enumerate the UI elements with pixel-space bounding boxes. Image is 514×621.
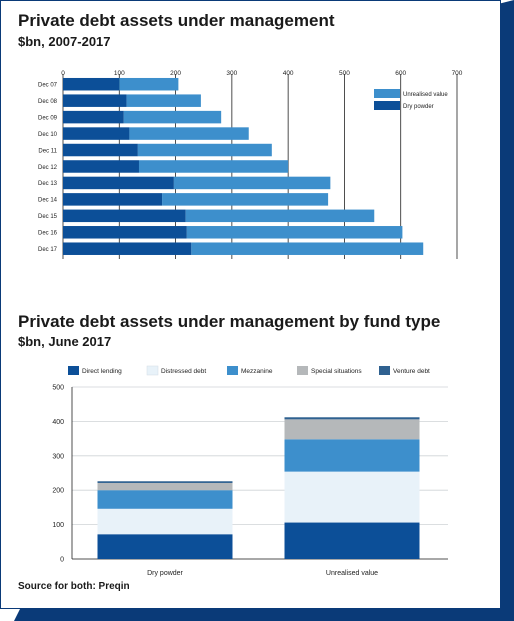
legend-swatch-unrealised-value — [374, 89, 400, 98]
category-label-dec-11: Dec 11 — [38, 148, 57, 154]
bar-venture-debt-unrealised-value — [284, 417, 420, 420]
category-label-dec-13: Dec 13 — [38, 181, 58, 187]
bar-special-situations-dry-powder — [97, 482, 233, 491]
bar-direct-lending-dry-powder — [97, 534, 233, 559]
legend-label-special-situations: Special situations — [311, 368, 362, 375]
category-label-dec-16: Dec 16 — [38, 231, 58, 237]
legend-swatch-venture-debt — [379, 366, 390, 375]
bar-venture-debt-dry-powder — [97, 481, 233, 483]
bar-unrealised-value-dec-17 — [191, 242, 424, 255]
bar-unrealised-value-dec-10 — [129, 127, 249, 140]
tick-label-y-100: 100 — [52, 522, 64, 529]
legend-label-distressed-debt: Distressed debt — [161, 368, 206, 375]
legend-swatch-special-situations — [297, 366, 308, 375]
bar-direct-lending-unrealised-value — [284, 522, 420, 559]
tick-label-y-300: 300 — [52, 453, 64, 460]
bar-unrealised-value-dec-15 — [185, 209, 375, 223]
bar-unrealised-value-dec-07 — [119, 77, 179, 91]
tick-label-x-600: 600 — [395, 70, 406, 77]
category-label-dec-15: Dec 15 — [38, 214, 58, 220]
tick-label-x-100: 100 — [114, 70, 125, 77]
bar-unrealised-value-dec-13 — [173, 176, 331, 190]
legend-swatch-direct-lending — [68, 366, 79, 375]
tick-label-x-700: 700 — [452, 70, 463, 77]
tick-label-y-500: 500 — [52, 385, 64, 392]
category-label-dry-powder: Dry powder — [147, 570, 183, 577]
legend-label-dry-powder: Dry powder — [403, 104, 434, 110]
chart1-subtitle: $bn, 2007-2017 — [18, 34, 111, 49]
bar-distressed-debt-dry-powder — [97, 508, 233, 535]
tick-label-y-400: 400 — [52, 419, 64, 426]
bar-unrealised-value-dec-09 — [123, 110, 222, 124]
tick-label-y-200: 200 — [52, 488, 64, 495]
bar-unrealised-value-dec-14 — [162, 193, 329, 206]
bar-dry-powder-dec-09 — [63, 110, 124, 124]
tick-label-x-500: 500 — [339, 70, 350, 77]
legend-swatch-mezzanine — [227, 366, 238, 375]
bar-dry-powder-dec-08 — [63, 94, 127, 107]
bar-dry-powder-dec-14 — [63, 193, 163, 206]
legend-label-unrealised-value: Unrealised value — [403, 92, 448, 98]
bar-special-situations-unrealised-value — [284, 419, 420, 440]
legend-label-venture-debt: Venture debt — [393, 368, 430, 375]
tick-label-x-400: 400 — [283, 70, 294, 77]
bar-mezzanine-dry-powder — [97, 490, 233, 509]
category-label-dec-08: Dec 08 — [38, 99, 58, 105]
bar-unrealised-value-dec-16 — [186, 226, 403, 239]
legend-swatch-dry-powder — [374, 101, 400, 110]
chart2-title: Private debt assets under management by … — [18, 312, 441, 331]
bar-dry-powder-dec-11 — [63, 143, 138, 157]
category-label-dec-10: Dec 10 — [38, 132, 58, 138]
bar-dry-powder-dec-13 — [63, 176, 174, 190]
bar-dry-powder-dec-10 — [63, 127, 130, 140]
source-note: Source for both: Preqin — [18, 581, 130, 592]
chart1-title: Private debt assets under management — [18, 11, 335, 30]
tick-label-y-0: 0 — [60, 557, 64, 564]
tick-label-x-300: 300 — [226, 70, 237, 77]
legend-swatch-distressed-debt — [146, 365, 159, 376]
chart-aum-2007-2017: 0 100 200 300 400 500 600 700 Dec 07 Dec 08 Dec 09… — [38, 70, 463, 259]
bar-mezzanine-unrealised-value — [284, 439, 420, 472]
chart2-subtitle: $bn, June 2017 — [18, 334, 112, 349]
bar-dry-powder-dec-07 — [63, 77, 120, 91]
category-label-dec-12: Dec 12 — [38, 165, 58, 171]
bar-unrealised-value-dec-11 — [137, 143, 272, 157]
category-label-dec-09: Dec 09 — [38, 115, 58, 121]
bar-dry-powder-dec-12 — [63, 160, 139, 173]
bar-dry-powder-dec-15 — [63, 209, 186, 223]
bar-dry-powder-dec-17 — [63, 242, 192, 255]
bar-dry-powder-dec-16 — [63, 226, 187, 239]
category-label-unrealised-value: Unrealised value — [326, 570, 378, 577]
category-label-dec-07: Dec 07 — [38, 83, 58, 89]
tick-label-x-0: 0 — [61, 70, 65, 77]
legend-label-mezzanine: Mezzanine — [241, 368, 273, 375]
tick-label-x-200: 200 — [170, 70, 181, 77]
bar-unrealised-value-dec-12 — [138, 160, 289, 173]
bar-unrealised-value-dec-08 — [126, 94, 201, 107]
legend-label-direct-lending: Direct lending — [82, 368, 122, 375]
chart-aum-by-fund-type: 0 100 200 300 400 500 Dry powder Unrealised val… — [52, 365, 448, 577]
category-label-dec-17: Dec 17 — [38, 247, 58, 253]
bar-distressed-debt-unrealised-value — [284, 471, 420, 523]
category-label-dec-14: Dec 14 — [38, 198, 58, 204]
